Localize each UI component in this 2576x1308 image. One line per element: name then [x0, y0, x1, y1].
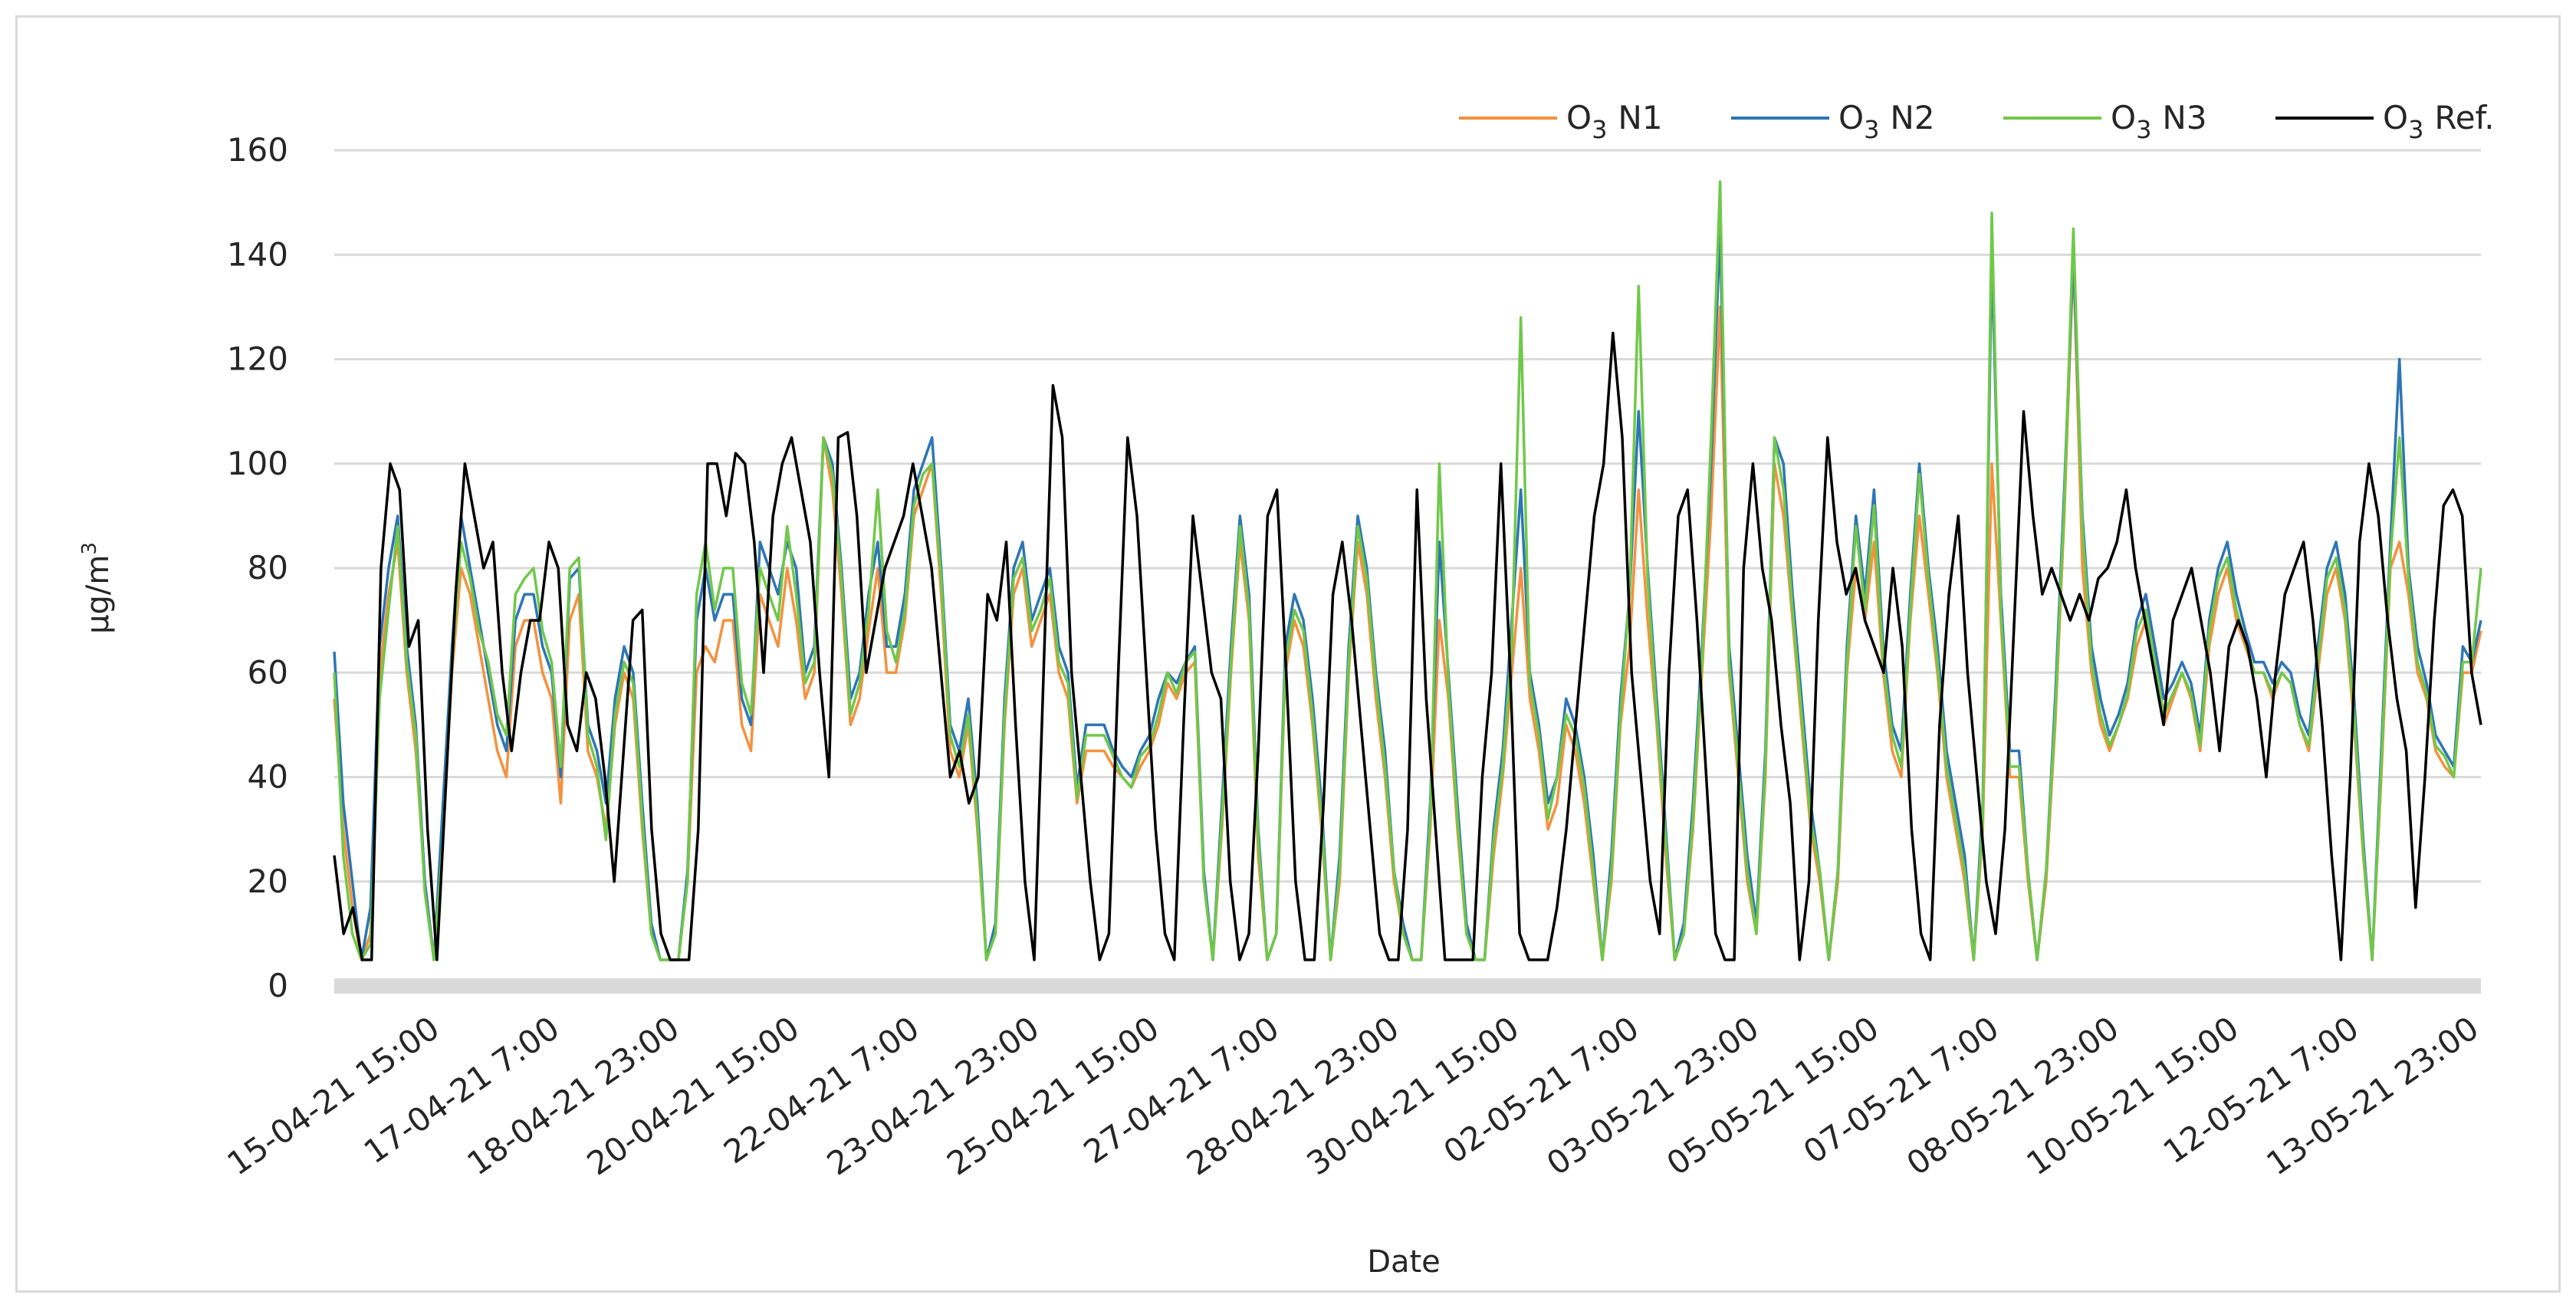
series-line-n3	[333, 180, 2482, 961]
y-tick-label: 20	[248, 863, 288, 900]
y-axis-ticks: 0 20 40 60 80 100 120 140 160	[227, 131, 288, 1004]
x-tick-label: 20-04-21 15:00	[580, 1009, 806, 1183]
y-tick-label: 80	[248, 549, 288, 587]
line-chart: 0 20 40 60 80 100 120 140 160 15-04-21 15:0017-0…	[78, 99, 2495, 1280]
legend-label: O3 N1	[1566, 99, 1663, 144]
legend-label-base: O	[1838, 99, 1864, 136]
x-tick-label: 12-05-21 7:00	[2157, 1009, 2365, 1171]
legend-label-subscript: 3	[2136, 115, 2151, 144]
x-tick-label: 23-04-21 23:00	[820, 1009, 1046, 1183]
y-tick-label: 120	[227, 340, 288, 378]
x-tick-label: 10-05-21 15:00	[2019, 1009, 2245, 1183]
x-tick-label: 07-05-21 7:00	[1796, 1009, 2005, 1171]
x-tick-label: 08-05-21 23:00	[1900, 1009, 2125, 1183]
series-lines	[333, 180, 2482, 961]
series-line-n1	[333, 253, 2482, 961]
y-tick-label: 160	[227, 131, 288, 169]
y-tick-label: 40	[248, 758, 288, 796]
x-tick-label: 17-04-21 7:00	[357, 1009, 566, 1171]
chart-frame: 0 20 40 60 80 100 120 140 160 15-04-21 15:00 17-0…	[15, 15, 2561, 1293]
legend-label-suffix: N1	[1618, 99, 1662, 136]
legend-label: O3 N2	[1838, 99, 1935, 144]
y-axis-title: µg/m3	[78, 542, 116, 634]
legend: O3 N1 O3 N2 O3 N3 O3 Ref.	[1459, 99, 2495, 144]
x-tick-label: 27-04-21 7:00	[1077, 1009, 1286, 1171]
gridlines	[334, 149, 2481, 883]
x-axis-title: Date	[1367, 1244, 1441, 1280]
y-tick-label: 140	[227, 235, 288, 273]
x-tick-label: 15-04-21 15:00	[220, 1009, 445, 1183]
y-axis-title-unit: µg/m	[80, 555, 116, 634]
x-tick-label: 25-04-21 15:00	[940, 1009, 1165, 1183]
x-tick-label: 05-05-21 15:00	[1660, 1009, 1885, 1183]
legend-label-subscript: 3	[2408, 115, 2423, 144]
x-tick-label: 28-04-21 23:00	[1180, 1009, 1405, 1183]
x-tick-label: 03-05-21 23:00	[1540, 1009, 1766, 1183]
legend-label: O3 N3	[2111, 99, 2207, 144]
x-tick-label: 22-04-21 7:00	[717, 1009, 925, 1171]
series-line-ref	[333, 331, 2482, 961]
y-tick-label: 60	[248, 653, 288, 691]
x-tick-label: 13-05-21 23:00	[2259, 1009, 2485, 1183]
y-tick-label: 100	[227, 445, 288, 482]
legend-label-base: O	[2111, 99, 2136, 136]
legend-label-subscript: 3	[1864, 115, 1879, 144]
legend-label-base: O	[2383, 99, 2408, 136]
legend-label-suffix: N2	[1890, 99, 1934, 136]
x-axis-band	[334, 978, 2481, 994]
y-axis-title-superscript: 3	[78, 542, 101, 555]
legend-label-subscript: 3	[1592, 115, 1607, 144]
y-tick-label: 0	[268, 967, 288, 1004]
legend-label-suffix: N3	[2162, 99, 2206, 136]
legend-label-base: O	[1566, 99, 1592, 136]
series-line-n2	[333, 227, 2482, 961]
x-tick-label: 18-04-21 23:00	[460, 1009, 685, 1183]
legend-label-suffix: Ref.	[2434, 99, 2494, 136]
x-tick-label: 30-04-21 15:00	[1300, 1009, 1526, 1183]
x-tick-label: 02-05-21 7:00	[1437, 1009, 1645, 1171]
legend-label: O3 Ref.	[2383, 99, 2495, 144]
